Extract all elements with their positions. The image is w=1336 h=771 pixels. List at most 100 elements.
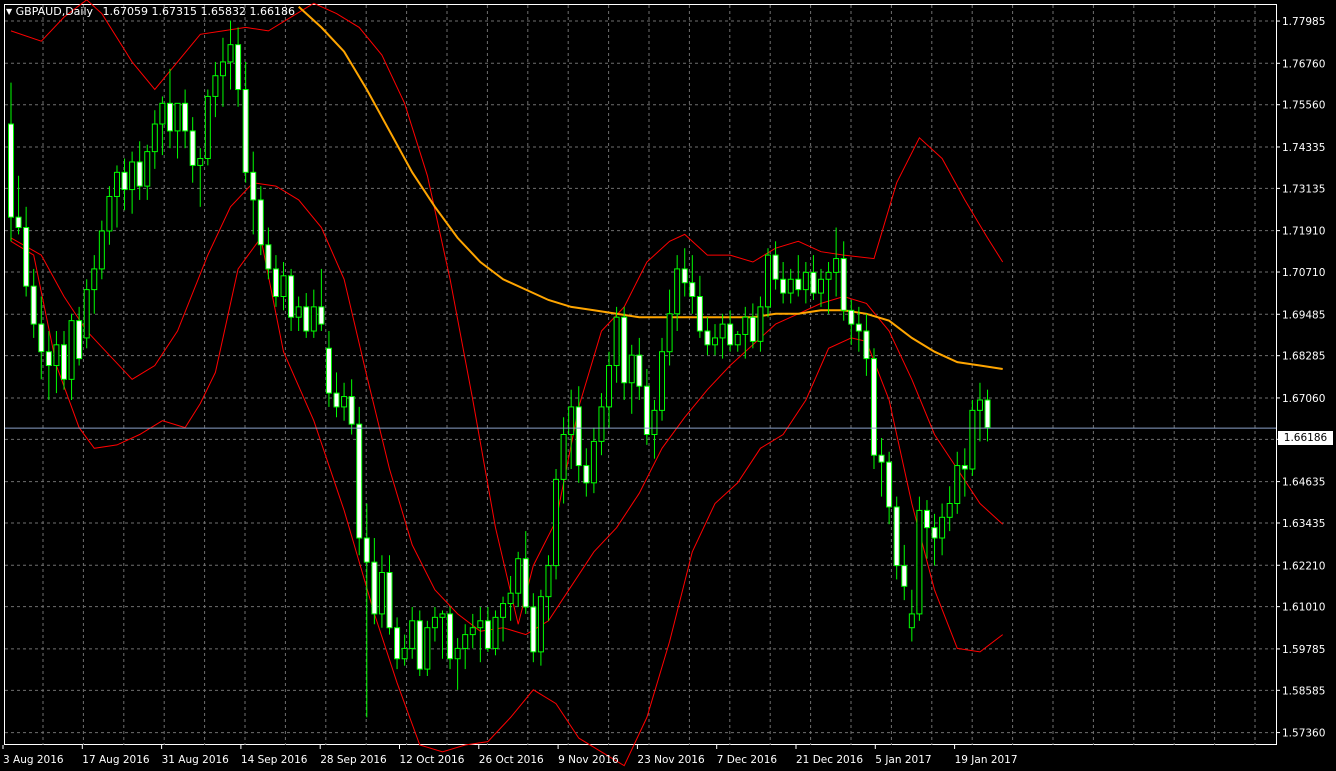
candle-body-bear (235, 44, 242, 91)
x-tick-label: 3 Aug 2016 (3, 754, 64, 766)
candle (848, 299, 855, 345)
candle-body-bear (840, 258, 847, 311)
candle-body-bear (855, 323, 862, 332)
candle (530, 593, 537, 663)
symbol-dropdown-icon[interactable]: ▼ (6, 7, 13, 16)
candle-body-bear (250, 171, 257, 201)
candle-body-bull (401, 647, 408, 660)
candle-body-bull (174, 102, 181, 132)
candle (954, 451, 961, 514)
candle-body-bear (166, 102, 173, 132)
candle (696, 275, 703, 338)
candle-body-bear (182, 102, 189, 132)
candle-body-bull (598, 406, 605, 442)
candle (38, 296, 45, 380)
candle-body-bull (613, 316, 620, 367)
candle (447, 607, 454, 670)
candle-body-bull (197, 158, 204, 166)
candle-body-bear (386, 572, 393, 629)
candle-body-bull (106, 195, 113, 232)
candle (666, 289, 673, 366)
candle-body-bull (439, 613, 446, 618)
x-tick-label: 17 Aug 2016 (82, 754, 150, 766)
candle (310, 289, 317, 338)
candle (242, 61, 249, 183)
candle (295, 296, 302, 332)
x-tick-label: 19 Jan 2017 (955, 754, 1018, 766)
y-tick-label: 1.69485 (1282, 309, 1325, 321)
candle (598, 393, 605, 456)
candle (76, 306, 83, 366)
candle-body-bear (522, 558, 529, 608)
candle-body-bear (878, 454, 885, 463)
candle-body-bear (348, 396, 355, 425)
candle (8, 82, 14, 242)
candle-body-bear (318, 306, 325, 325)
candle-body-bull (431, 616, 438, 629)
candle (674, 255, 681, 332)
candle-body-bear (30, 285, 37, 325)
candle-body-bear (288, 275, 295, 318)
candle (500, 596, 507, 642)
candle (219, 37, 226, 107)
candle-body-bear (272, 268, 279, 298)
x-tick-label: 7 Dec 2016 (717, 754, 778, 766)
candle-body-bull (204, 95, 211, 160)
candle-body-bull (91, 268, 98, 291)
candle (537, 589, 544, 666)
candle (159, 96, 166, 156)
candle (886, 451, 893, 525)
candle-body-bear (136, 161, 143, 187)
candle-body-bull (719, 323, 726, 339)
candle (257, 186, 264, 256)
candle-body-bear (984, 399, 991, 429)
y-tick-label: 1.75560 (1282, 100, 1325, 112)
candle (303, 293, 310, 338)
chart-header: ▼ GBPAUD,Daily 1.67059 1.67315 1.65832 1… (6, 5, 295, 19)
candle (227, 20, 234, 90)
candle (870, 348, 877, 470)
candle-body-bull (310, 306, 317, 332)
candle-body-bull (515, 558, 522, 594)
candle-body-bull (802, 271, 809, 291)
candle (719, 313, 726, 359)
y-tick-label: 1.62210 (1282, 560, 1325, 572)
candle-body-bull (674, 268, 681, 315)
candle (431, 607, 438, 642)
candle-body-bull (477, 620, 484, 629)
candle (787, 268, 794, 304)
candle (636, 337, 643, 401)
candle (98, 220, 105, 280)
candle (507, 575, 514, 621)
candle-body-bear (363, 537, 370, 563)
candle (68, 313, 75, 401)
candle (659, 337, 666, 421)
candle-body-bear (257, 199, 264, 246)
candle (734, 331, 741, 352)
candle (477, 607, 484, 663)
candle (613, 306, 620, 383)
x-tick-label: 31 Aug 2016 (162, 754, 230, 766)
candle-body-bear (416, 620, 423, 670)
candle-body-bear (870, 358, 877, 456)
candle-body-bull (568, 406, 575, 436)
candle (280, 262, 287, 311)
candle (341, 382, 348, 421)
y-tick-label: 1.67060 (1282, 393, 1325, 405)
y-tick-label: 1.57360 (1282, 728, 1325, 740)
candle (129, 151, 136, 214)
candle (363, 503, 370, 718)
candle (166, 68, 173, 149)
candle-body-bear (530, 606, 537, 653)
x-tick-label: 9 Nov 2016 (558, 754, 619, 766)
candle (333, 372, 340, 418)
x-tick-label: 28 Sep 2016 (320, 754, 387, 766)
candle-body-bull (606, 365, 613, 408)
candle (916, 496, 923, 621)
grid (5, 5, 1276, 745)
candle (893, 496, 900, 580)
candle (136, 141, 143, 200)
candle-body-bull (946, 503, 953, 518)
